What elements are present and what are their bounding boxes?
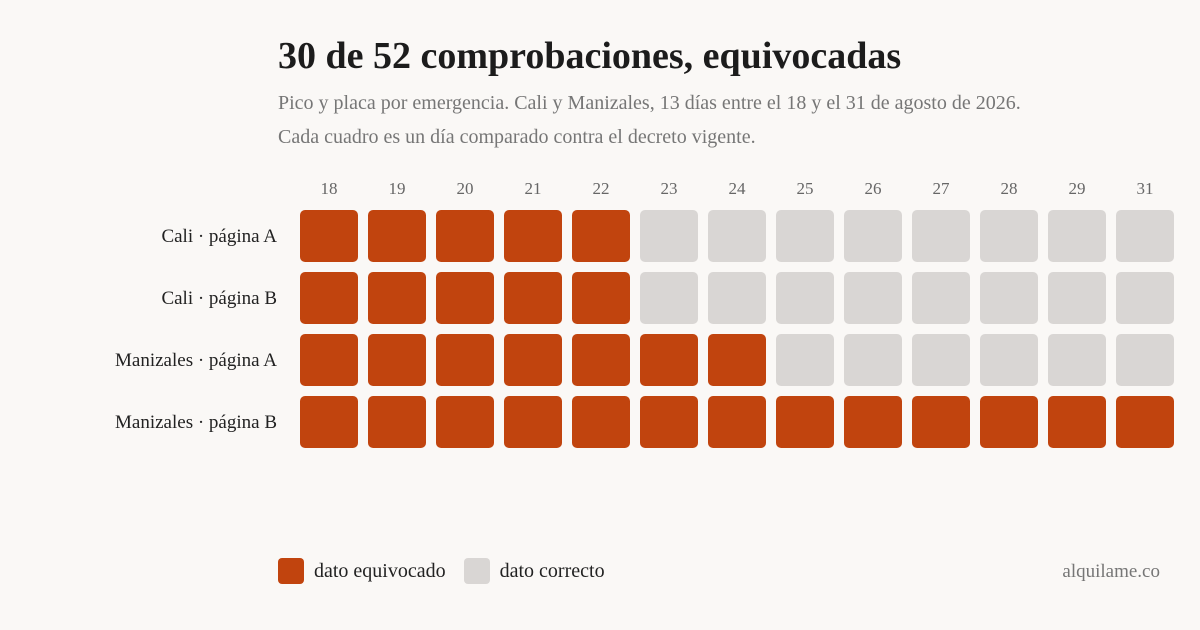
column-label: 22 [593,179,610,198]
column-label: 27 [933,179,951,198]
cell-wrong [368,272,426,324]
chart-subtitle-line-2: Cada cuadro es un día comparado contra e… [278,126,756,148]
cell-wrong [436,396,494,448]
cell-wrong [708,334,766,386]
chart-title: 30 de 52 comprobaciones, equivocadas [278,35,902,77]
column-label: 24 [729,179,747,198]
column-label: 25 [797,179,814,198]
column-label: 31 [1137,179,1154,198]
row-label: Manizales · página B [115,412,277,433]
column-label: 20 [457,179,474,198]
cell-correct [776,210,834,262]
row-label: Cali · página A [161,226,277,247]
cell-correct [708,210,766,262]
cell-wrong [300,396,358,448]
column-label: 28 [1001,179,1018,198]
row-label: Cali · página B [161,288,277,309]
column-label: 26 [865,179,882,198]
cell-wrong [572,334,630,386]
cell-correct [708,272,766,324]
cell-correct [912,210,970,262]
cell-wrong [572,272,630,324]
cell-correct [980,334,1038,386]
cell-correct [1116,272,1174,324]
legend-item-wrong: dato equivocado [278,558,446,584]
cell-correct [1116,334,1174,386]
cell-correct [912,272,970,324]
cell-wrong [436,334,494,386]
cell-correct [640,210,698,262]
cell-correct [1116,210,1174,262]
cell-correct [844,272,902,324]
column-label: 21 [525,179,542,198]
cell-wrong [776,396,834,448]
cell-wrong [300,334,358,386]
legend-swatch-wrong [278,558,304,584]
cell-wrong [572,210,630,262]
cell-correct [776,334,834,386]
column-label: 19 [389,179,406,198]
cell-wrong [504,272,562,324]
cell-correct [640,272,698,324]
cell-correct [980,210,1038,262]
cell-correct [980,272,1038,324]
legend: dato equivocado dato correcto [278,558,623,584]
cell-wrong [1048,396,1106,448]
cell-wrong [368,334,426,386]
cell-wrong [504,334,562,386]
cell-wrong [640,396,698,448]
column-label: 18 [321,179,338,198]
cell-wrong [504,210,562,262]
legend-label-wrong: dato equivocado [314,559,446,582]
cell-wrong [980,396,1038,448]
cell-wrong [1116,396,1174,448]
cell-correct [844,210,902,262]
cell-wrong [436,210,494,262]
cell-wrong [368,396,426,448]
cell-correct [912,334,970,386]
cell-wrong [300,272,358,324]
column-label: 29 [1069,179,1086,198]
cell-wrong [844,396,902,448]
cell-correct [776,272,834,324]
chart-subtitle-line-1: Pico y placa por emergencia. Cali y Mani… [278,92,1021,114]
cell-wrong [300,210,358,262]
source-credit: alquilame.co [1062,561,1160,582]
column-label: 23 [661,179,678,198]
cell-wrong [640,334,698,386]
cell-wrong [368,210,426,262]
cell-wrong [708,396,766,448]
cell-wrong [912,396,970,448]
heatmap-chart: 18 19 20 21 22 23 24 25 26 27 28 29 31 Cali · página … [115,179,1174,448]
row-label: Manizales · página A [115,350,277,371]
legend-item-correct: dato correcto [463,558,605,584]
legend-swatch-correct [463,558,490,584]
cell-wrong [572,396,630,448]
cell-correct [1048,272,1106,324]
legend-label-correct: dato correcto [499,559,605,582]
cell-wrong [504,396,562,448]
cell-correct [844,334,902,386]
cell-wrong [436,272,494,324]
cell-correct [1048,334,1106,386]
cell-correct [1048,210,1106,262]
